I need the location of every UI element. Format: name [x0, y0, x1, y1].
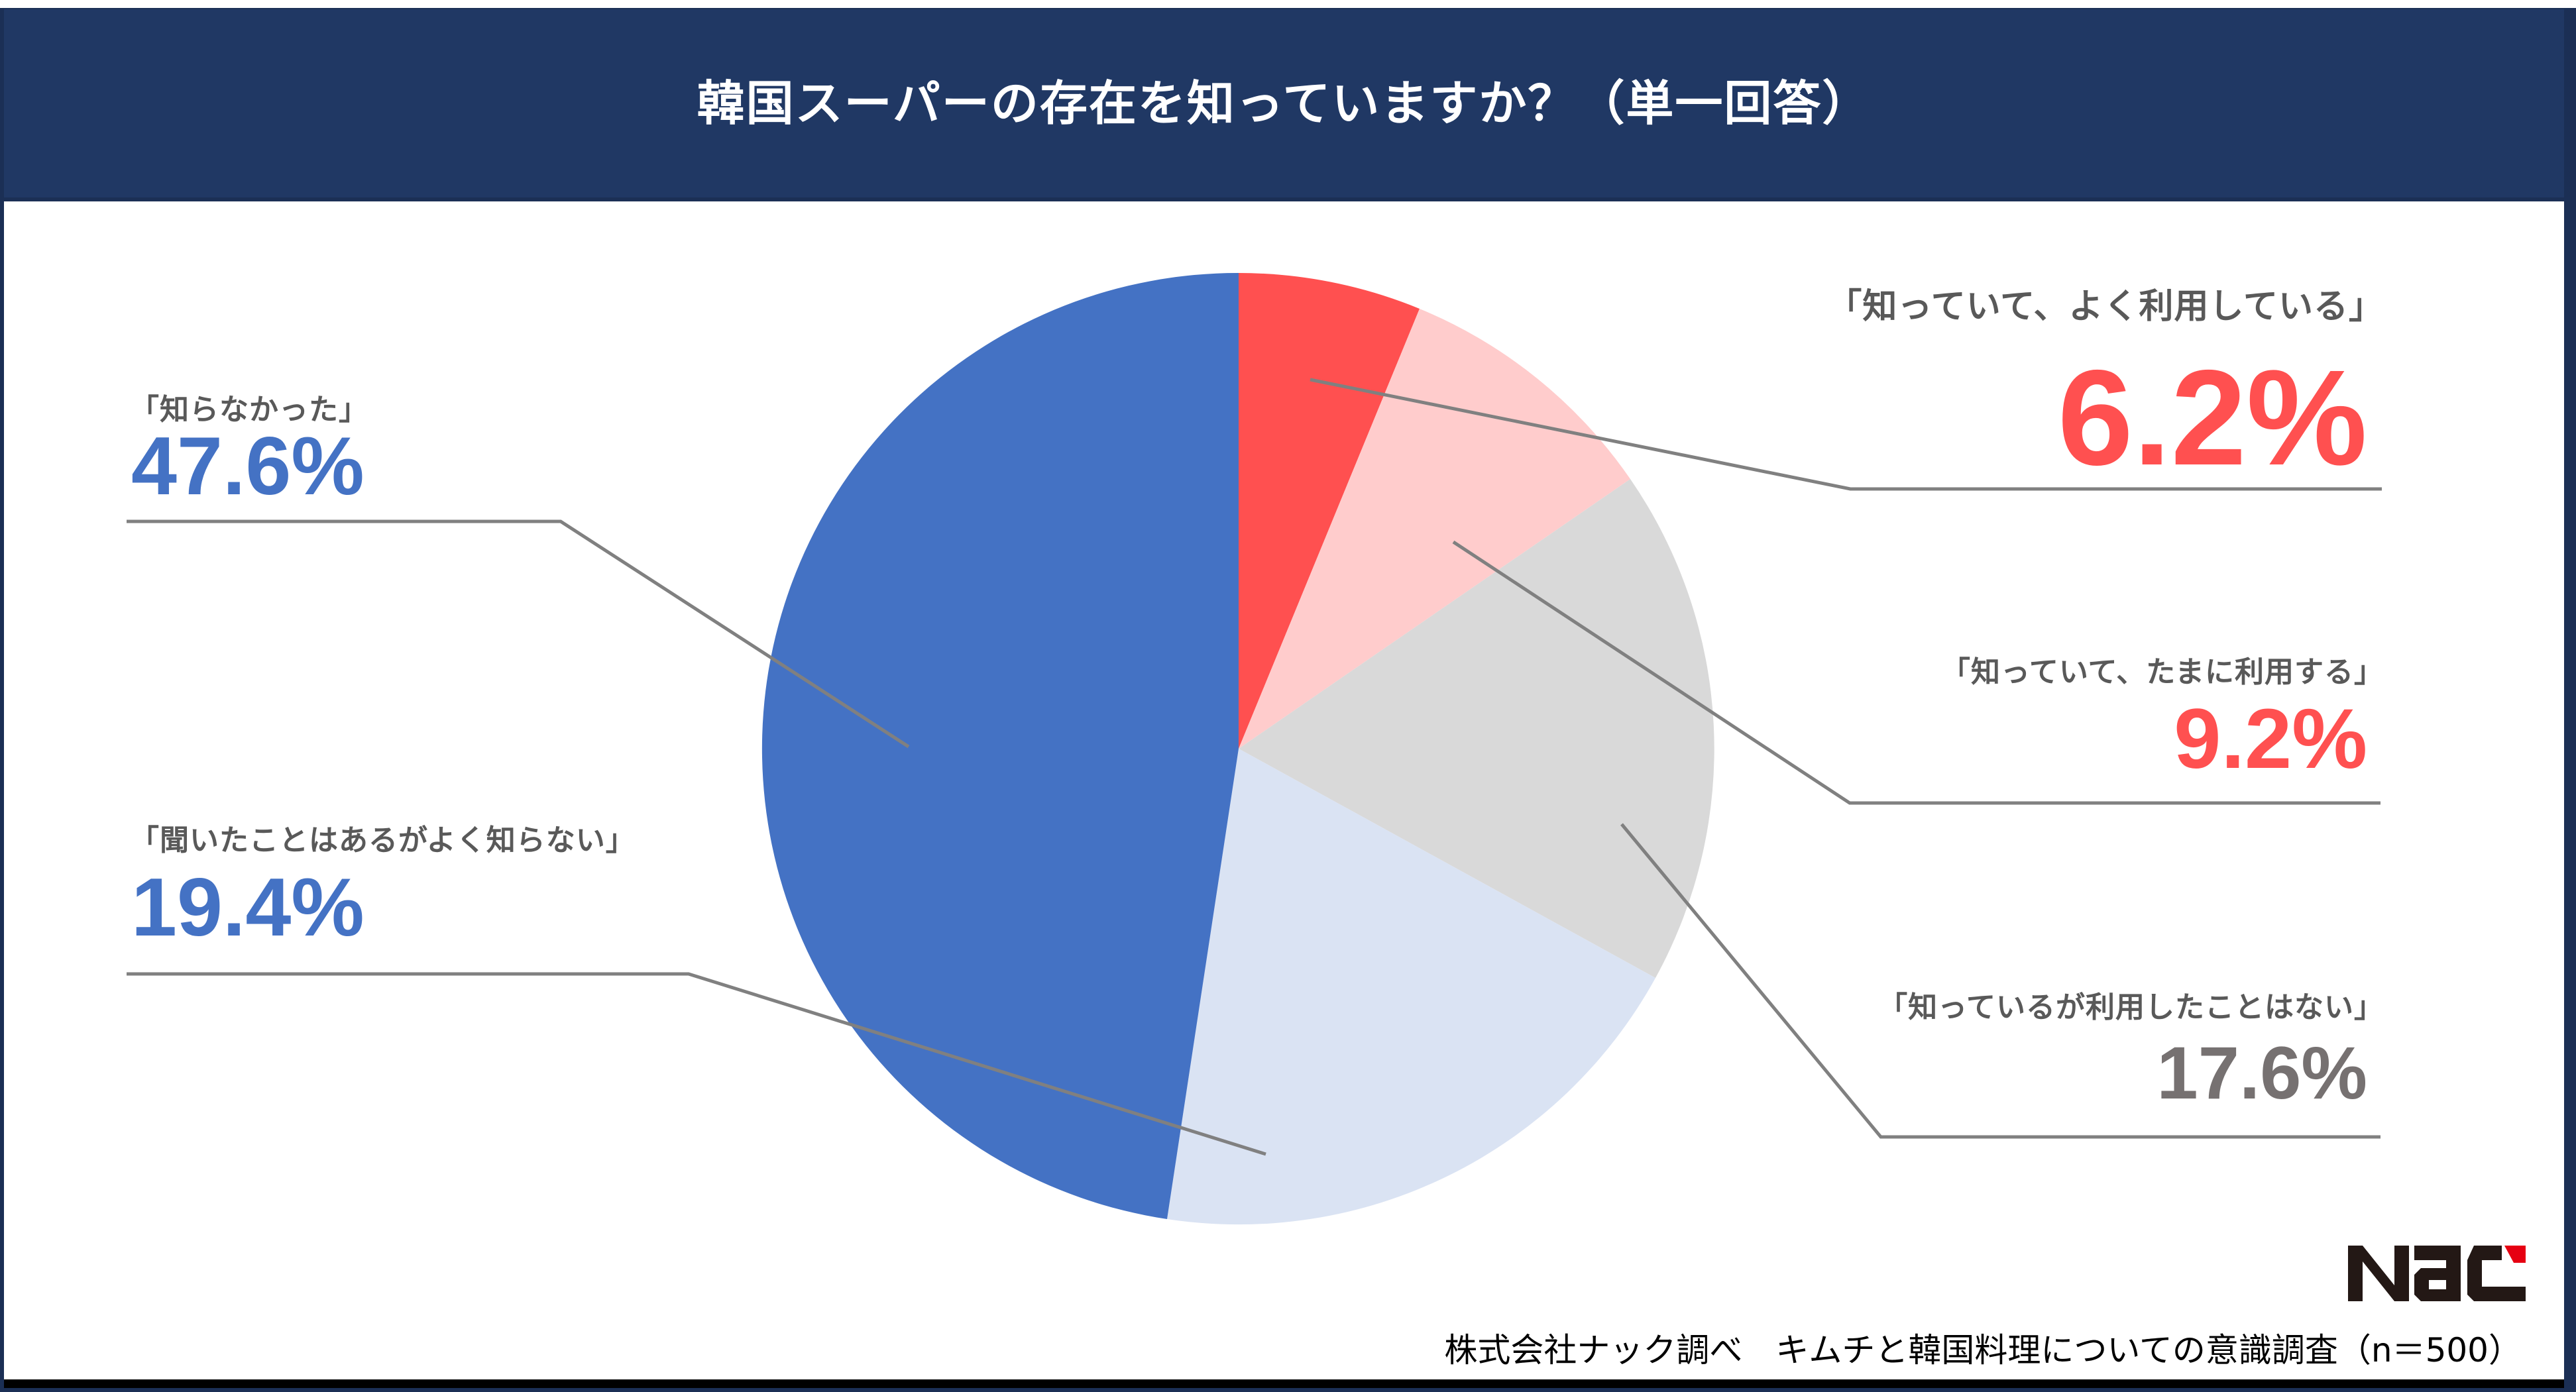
label-use-sometimes: 「知っていて、たまに利用する」: [1941, 655, 2384, 689]
slice-know-never-used: [1239, 479, 1714, 978]
value-heard-not-know: 19.4%: [131, 862, 364, 953]
value-know-never-used: 17.6%: [2156, 1032, 2367, 1114]
leader-line-use-often: [1310, 378, 2382, 491]
nac-logo: [2348, 1246, 2526, 1301]
slice-use-sometimes: [1239, 309, 1630, 749]
label-know-never-used: 「知っているが利用したことはない」: [1878, 990, 2384, 1024]
value-use-often: 6.2%: [2057, 342, 2367, 494]
title-banner: 韓国スーパーの存在を知っていますか？（単一回答）: [4, 9, 2564, 201]
leader-line-use-sometimes: [1452, 540, 2380, 805]
leader-line-heard-not-know: [127, 972, 1266, 1156]
slice-did-not-know: [761, 272, 1239, 1220]
label-did-not-know: 「知らなかった」: [130, 393, 368, 427]
value-use-sometimes: 9.2%: [2174, 692, 2367, 786]
bottom-band: [4, 1379, 2564, 1388]
chart-title: 韓国スーパーの存在を知っていますか？（単一回答）: [697, 75, 1872, 131]
label-use-often: 「知っていて、よく利用している」: [1827, 287, 2384, 327]
slice-heard-not-know: [1167, 749, 1655, 1225]
leader-line-know-never-used: [1620, 823, 2380, 1139]
value-did-not-know: 47.6%: [131, 421, 364, 512]
leader-line-did-not-know: [127, 519, 910, 749]
source-note: 株式会社ナック調べ キムチと韓国料理についての意識調査（n＝500）: [1444, 1331, 2522, 1369]
label-heard-not-know: 「聞いたことはあるがよく知らない」: [130, 824, 636, 857]
